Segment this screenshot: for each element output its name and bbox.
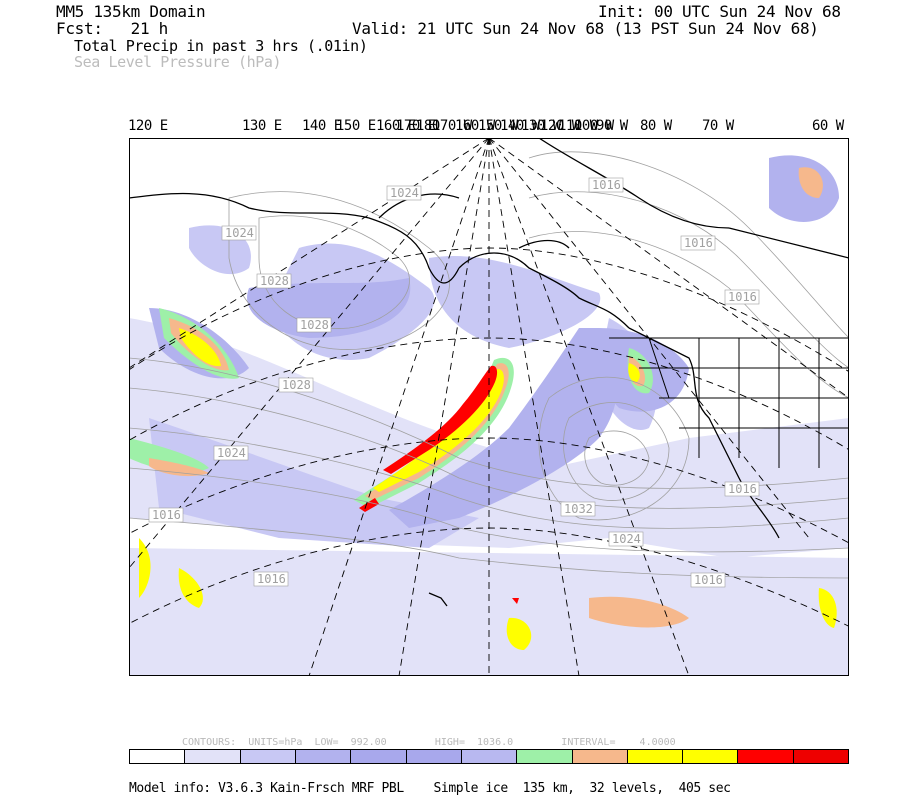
isobar-label-2: 1024 (386, 185, 422, 201)
isobar-label-9: 1016 (588, 177, 624, 193)
lon-label-180: 180 (416, 118, 440, 134)
svg-text:1016: 1016 (257, 572, 286, 586)
svg-text:1028: 1028 (260, 274, 289, 288)
colorbar-cell-7 (517, 750, 573, 763)
lon-label-90w: 90 W (596, 118, 628, 134)
map-frame (129, 138, 849, 676)
lon-label-150e: 150 E (336, 118, 376, 134)
isobar-label-3: 1028 (256, 273, 292, 289)
lon-label-170e: 170 E (396, 118, 436, 134)
isobar-label-1: 1024 (221, 225, 257, 241)
precip-colorbar (129, 749, 849, 764)
colorbar-cell-11 (738, 750, 794, 763)
svg-text:1024: 1024 (612, 532, 641, 546)
svg-text:1024: 1024 (217, 446, 246, 460)
lon-label-60w: 60 W (812, 118, 844, 134)
lon-label-80w: 80 W (640, 118, 672, 134)
lon-label-160e: 160 E (376, 118, 416, 134)
isobars (129, 151, 849, 579)
svg-text:1032: 1032 (564, 502, 593, 516)
lon-label-100w: 100 W (574, 118, 614, 134)
svg-text:1016: 1016 (694, 573, 723, 587)
isobar-label-10: 1016 (680, 235, 716, 251)
colorbar-cell-10 (683, 750, 739, 763)
lon-label-120w: 120 W (540, 118, 580, 134)
init-time: Init: 00 UTC Sun 24 Nov 68 (598, 2, 841, 21)
lon-label-170w: 170 W (432, 118, 472, 134)
valid-time: Valid: 21 UTC Sun 24 Nov 68 (13 PST Sun … (352, 19, 819, 38)
colorbar-cell-8 (572, 750, 628, 763)
lon-label-70w: 70 W (702, 118, 734, 134)
isobar-label-13: 1016 (724, 481, 760, 497)
colorbar-cell-12 (793, 750, 849, 763)
lon-label-120e: 120 E (128, 118, 168, 134)
field-precip-label: Total Precip in past 3 hrs (.01in) (74, 37, 368, 55)
isobar-label-15: 1016 (724, 289, 760, 305)
isobar-label-7: 1016 (148, 507, 184, 523)
svg-text:1024: 1024 (225, 226, 254, 240)
precip-pressure-map: 1024 1024 1028 1028 1028 1024 1016 1016 … (129, 138, 849, 676)
colorbar-cell-1 (185, 750, 241, 763)
isobar-label-11: 1032 (560, 501, 596, 517)
precip-yellow-areas (139, 328, 837, 650)
svg-text:1024: 1024 (390, 186, 419, 200)
colorbar-cell-5 (406, 750, 462, 763)
colorbar-cell-0 (130, 750, 186, 763)
colorbar-cell-2 (240, 750, 296, 763)
svg-text:1016: 1016 (152, 508, 181, 522)
svg-text:1016: 1016 (728, 482, 757, 496)
latlon-grid (129, 138, 849, 676)
isobar-label-14: 1016 (690, 572, 726, 588)
forecast-hour: Fcst: 21 h (56, 19, 168, 38)
lon-label-130e: 130 E (242, 118, 282, 134)
isobar-label-12: 1024 (608, 531, 644, 547)
model-info: Model info: V3.6.3 Kain-Frsch MRF PBL Si… (129, 781, 731, 796)
contour-info: CONTOURS: UNITS=hPa LOW= 992.00 HIGH= 10… (182, 737, 676, 748)
colorbar-cell-9 (627, 750, 684, 763)
isobar-label-6: 1024 (213, 445, 249, 461)
isobar-label-8: 1016 (253, 571, 289, 587)
precip-red-areas (359, 365, 519, 604)
colorbar-cell-4 (351, 750, 407, 763)
domain-title: MM5 135km Domain (56, 2, 206, 21)
isobar-label-4: 1028 (296, 317, 332, 333)
lon-label-130w: 130 W (521, 118, 561, 134)
svg-text:1016: 1016 (684, 236, 713, 250)
isobar-labels: 1024 1024 1028 1028 1028 1024 1016 1016 … (148, 177, 760, 588)
field-slp-label: Sea Level Pressure (hPa) (74, 53, 282, 71)
svg-text:1028: 1028 (282, 378, 311, 392)
svg-text:1016: 1016 (592, 178, 621, 192)
lon-label-140e: 140 E (302, 118, 342, 134)
svg-text:1016: 1016 (728, 290, 757, 304)
lon-label-150w: 150 W (478, 118, 518, 134)
state-boundaries (609, 337, 849, 468)
lon-label-140w: 140 W (500, 118, 540, 134)
colorbar-cell-3 (295, 750, 352, 763)
svg-text:1028: 1028 (300, 318, 329, 332)
colorbar-cell-6 (461, 750, 518, 763)
lon-label-110w: 110 W (558, 118, 598, 134)
lon-label-160w: 160 W (455, 118, 495, 134)
isobar-label-5: 1028 (278, 377, 314, 393)
